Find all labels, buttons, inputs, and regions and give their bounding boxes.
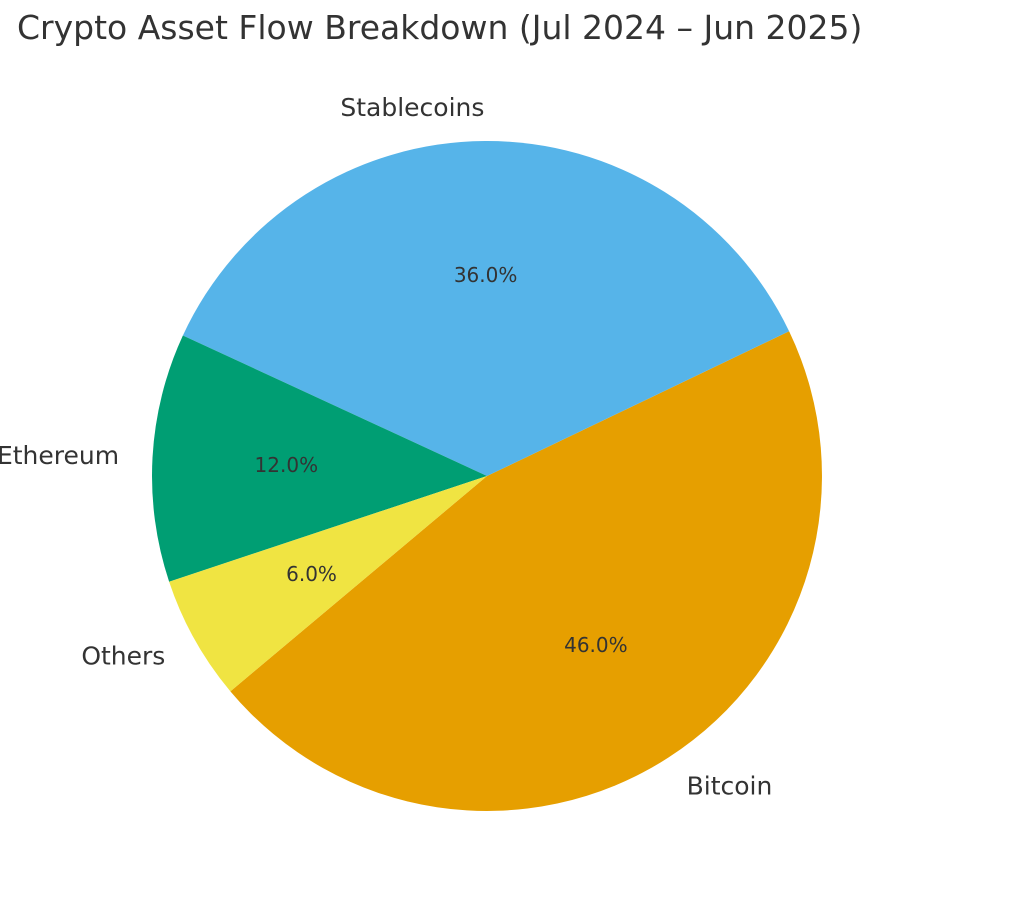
pct-label-others: 6.0% <box>286 562 337 586</box>
chart-title: Crypto Asset Flow Breakdown (Jul 2024 – … <box>17 8 863 47</box>
pct-label-ethereum: 12.0% <box>255 453 319 477</box>
pie-slice-bitcoin <box>230 331 822 811</box>
pct-label-stablecoins: 36.0% <box>454 263 518 287</box>
pie-slice-ethereum <box>151 335 487 582</box>
slice-label-ethereum: Ethereum <box>0 441 119 470</box>
slice-label-stablecoins: Stablecoins <box>340 93 484 122</box>
slice-label-bitcoin: Bitcoin <box>687 771 773 800</box>
pie-slice-others <box>169 476 487 692</box>
slice-label-others: Others <box>81 641 165 670</box>
pct-label-bitcoin: 46.0% <box>564 633 628 657</box>
pie-slice-stablecoins <box>182 140 790 477</box>
